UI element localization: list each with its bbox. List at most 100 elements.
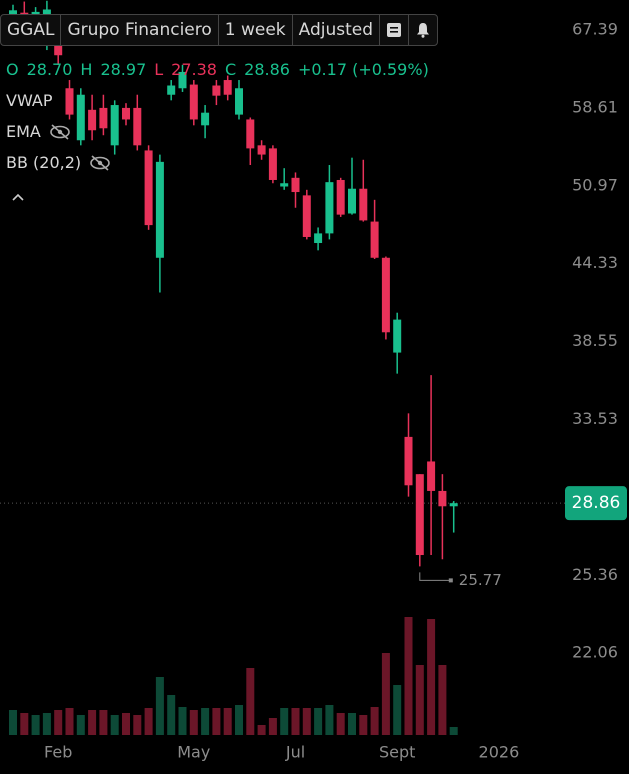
candle-body xyxy=(449,503,458,507)
volume-bar xyxy=(54,710,63,735)
volume-bar xyxy=(122,713,130,735)
volume-bar xyxy=(438,665,447,735)
volume-bar xyxy=(178,707,187,735)
volume-bar xyxy=(42,713,51,735)
volume-bar xyxy=(88,710,97,735)
volume-bar xyxy=(427,619,436,735)
candle-body xyxy=(314,233,323,244)
ohlc-key: H xyxy=(80,60,93,79)
company-name[interactable]: Grupo Financiero xyxy=(61,15,219,45)
last-price-tag xyxy=(565,486,627,521)
ohlc-value: 28.70 xyxy=(26,60,73,79)
candle-body xyxy=(235,88,243,115)
candle-body xyxy=(257,145,266,155)
candle-body xyxy=(88,109,97,131)
volume-bar xyxy=(167,695,176,735)
adjustment[interactable]: Adjusted xyxy=(293,15,381,45)
candle-body xyxy=(246,119,255,149)
symbol[interactable]: GGAL xyxy=(1,15,62,45)
volume-bar xyxy=(189,710,198,735)
candle-body xyxy=(381,257,390,333)
candle-body xyxy=(110,105,119,146)
volume-bar xyxy=(291,708,300,735)
hidden-icon[interactable] xyxy=(49,123,71,140)
volume-bar xyxy=(314,708,323,735)
volume-bar xyxy=(302,708,311,735)
candle-body xyxy=(268,148,277,180)
candle-body xyxy=(189,84,198,120)
volume-bar xyxy=(223,708,232,735)
volume-bar xyxy=(235,705,243,735)
candle-body xyxy=(393,319,402,353)
volume-bar xyxy=(280,708,289,735)
candle-body xyxy=(370,221,379,258)
volume-bar xyxy=(370,707,379,735)
volume-bar xyxy=(246,668,255,735)
candle-body xyxy=(155,161,164,258)
indicator[interactable]: EMA xyxy=(6,122,71,141)
y-tick-label: 44.33 xyxy=(572,253,618,272)
indicator[interactable]: BB (20,2) xyxy=(6,153,111,172)
indicator-name: VWAP xyxy=(6,91,53,110)
volume-bar xyxy=(415,665,424,735)
low-marker-line xyxy=(419,572,450,581)
candle-body xyxy=(201,112,210,126)
y-tick-label: 67.39 xyxy=(572,19,618,38)
candle-body xyxy=(291,177,300,193)
volume-bar xyxy=(336,713,345,735)
volume-bar xyxy=(393,685,402,735)
volume-bar xyxy=(325,705,334,735)
y-tick-label: 50.97 xyxy=(572,175,618,194)
collapse-chevron[interactable] xyxy=(11,192,25,202)
alert-button[interactable] xyxy=(409,15,437,45)
candle-body xyxy=(122,107,130,120)
x-tick-label: Sept xyxy=(379,743,415,762)
ohlc-key: C xyxy=(224,60,237,79)
hidden-icon[interactable] xyxy=(89,154,111,171)
volume-bar xyxy=(110,715,119,735)
x-tick-label: Jul xyxy=(285,743,305,762)
candle-body xyxy=(415,474,424,556)
last-price-label: 28.86 xyxy=(572,493,621,513)
volume-bar xyxy=(348,713,356,735)
candle-body xyxy=(427,461,436,491)
volume-bar xyxy=(201,708,210,735)
y-tick-label: 25.36 xyxy=(572,565,618,584)
ohlc-value: 27.38 xyxy=(171,60,217,79)
y-tick-label: 22.06 xyxy=(572,643,618,662)
candle-body xyxy=(167,85,176,95)
candle-body xyxy=(133,107,142,146)
candle-body xyxy=(359,188,368,221)
list-icon xyxy=(387,23,402,37)
interval[interactable]: 1 week xyxy=(219,15,293,45)
y-tick-label: 38.55 xyxy=(572,331,618,350)
volume-bar xyxy=(212,708,221,735)
candle-body xyxy=(302,195,311,237)
y-tick-label: 33.53 xyxy=(572,409,618,428)
volume-bar xyxy=(9,710,17,735)
change: +0.17 (+0.59%) xyxy=(297,60,429,79)
volume-bar xyxy=(359,715,368,735)
candle-body xyxy=(65,88,74,115)
volume-bar xyxy=(31,715,40,735)
low-marker-label: 25.77 xyxy=(459,571,502,589)
candle-body xyxy=(144,150,153,226)
volume-bar xyxy=(155,677,164,735)
candle-body xyxy=(99,107,108,129)
studies-button[interactable] xyxy=(380,15,410,45)
ohlc-values: O 28.70 H 28.97 L 27.38 C 28.86 xyxy=(6,60,290,79)
volume-bar xyxy=(133,715,142,735)
volume-bar xyxy=(268,718,277,735)
candle-body xyxy=(404,436,413,486)
indicator[interactable]: VWAP xyxy=(6,91,52,110)
candle-body xyxy=(178,71,187,89)
bell-icon xyxy=(417,23,430,38)
candle-body xyxy=(348,188,356,214)
ohlc-key: L xyxy=(154,60,164,79)
volume-bar xyxy=(20,713,29,735)
volume-bar xyxy=(65,708,74,735)
ohlc-value: 28.97 xyxy=(100,60,147,79)
volume-bar xyxy=(404,617,413,735)
toolbar: GGAL Grupo Financiero 1 week Adjusted xyxy=(0,14,439,46)
